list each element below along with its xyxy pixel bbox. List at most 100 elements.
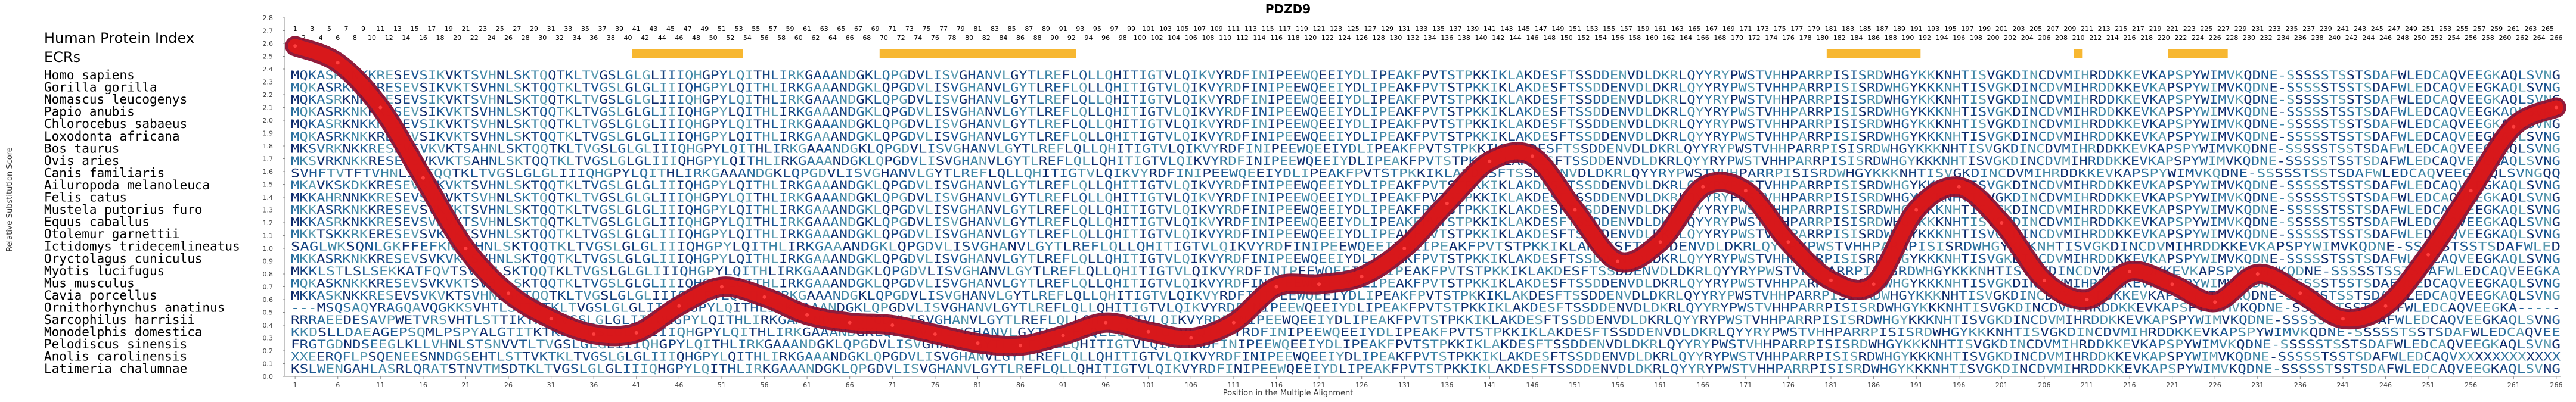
y-tick-label: 0.4 [263, 322, 274, 329]
x-tick-label: 166 [1697, 381, 1709, 389]
position-number: 120 [1304, 34, 1317, 42]
y-tick-label: 1.4 [263, 194, 274, 201]
position-number: 32 [555, 34, 564, 42]
position-number: 31 [547, 25, 555, 33]
position-number: 126 [1355, 34, 1368, 42]
position-number: 164 [1680, 34, 1692, 42]
x-tick-label: 16 [419, 381, 427, 389]
species-label: Equus caballus [44, 215, 150, 229]
x-tick-label: 241 [2336, 381, 2349, 389]
y-tick-label: 2.2 [263, 91, 274, 99]
x-tick-label: 146 [1526, 381, 1538, 389]
position-number: 225 [2200, 25, 2212, 33]
score-point [1573, 208, 1577, 212]
position-number: 217 [2132, 25, 2144, 33]
score-point [2000, 221, 2004, 225]
position-number: 14 [402, 34, 410, 42]
position-number: 30 [538, 34, 547, 42]
ecr-segment [879, 49, 1076, 58]
position-number: 252 [2431, 34, 2443, 42]
y-tick-label: 1.6 [263, 168, 274, 176]
species-label: Mustela putorius furo [44, 202, 203, 217]
x-tick-label: 231 [2251, 381, 2264, 389]
position-number: 56 [761, 34, 769, 42]
position-number: 143 [1501, 25, 1513, 33]
position-number: 219 [2149, 25, 2162, 33]
position-number: 212 [2089, 34, 2102, 42]
x-tick-label: 181 [1825, 381, 1838, 389]
x-tick-label: 136 [1441, 381, 1453, 389]
position-number: 77 [939, 25, 948, 33]
score-point [2426, 253, 2431, 257]
position-number: 175 [1774, 25, 1786, 33]
score-point [1019, 344, 1022, 348]
score-point [1146, 329, 1150, 334]
score-point [1189, 336, 1193, 340]
position-number: 262 [2516, 34, 2528, 42]
position-number: 20 [453, 34, 461, 42]
position-number: 244 [2362, 34, 2375, 42]
position-number: 132 [1407, 34, 1419, 42]
x-tick-label: 176 [1782, 381, 1795, 389]
position-number: 57 [769, 25, 777, 33]
position-number: 236 [2294, 34, 2307, 42]
position-number: 190 [1901, 34, 1914, 42]
species-label: Loxodonta africana [44, 129, 180, 144]
score-point [2085, 298, 2089, 301]
position-number: 8 [353, 34, 357, 42]
position-number: 116 [1270, 34, 1283, 42]
ecr-bar [291, 49, 2561, 58]
position-number: 11 [376, 25, 384, 33]
score-point [1402, 247, 1407, 250]
position-number: 118 [1287, 34, 1300, 42]
species-label: Pelodiscus sinensis [44, 337, 187, 351]
position-number: 191 [1910, 25, 1923, 33]
x-tick-label: 101 [1142, 381, 1154, 389]
position-number: 50 [709, 34, 718, 42]
x-tick-label: 56 [761, 381, 769, 389]
position-number: 79 [957, 25, 965, 33]
score-point [1743, 189, 1748, 193]
position-number: 49 [700, 25, 709, 33]
position-number: 213 [2098, 25, 2111, 33]
position-number: 230 [2243, 34, 2255, 42]
score-point [1104, 320, 1108, 325]
y-tick-label: 0.3 [263, 335, 274, 342]
position-number: 192 [1919, 34, 1931, 42]
x-tick-label: 206 [2038, 381, 2050, 389]
score-point [2298, 291, 2302, 295]
ecr-segment [2074, 49, 2083, 58]
position-number: 119 [1296, 25, 1308, 33]
position-number: 61 [803, 25, 811, 33]
position-number: 90 [1050, 34, 1059, 42]
position-number: 266 [2550, 34, 2562, 42]
position-number: 144 [1509, 34, 1522, 42]
position-number: 155 [1603, 25, 1615, 33]
position-number: 83 [991, 25, 999, 33]
position-number: 71 [888, 25, 896, 33]
score-point [2341, 317, 2345, 321]
position-number: 196 [1953, 34, 1965, 42]
position-number: 35 [581, 25, 589, 33]
position-number: 54 [743, 34, 752, 42]
x-tick-label: 201 [1995, 381, 2008, 389]
position-number: 181 [1825, 25, 1838, 33]
position-number: 27 [513, 25, 521, 33]
y-tick-label: 1.1 [263, 232, 274, 240]
position-number: 249 [2405, 25, 2417, 33]
y-tick-label: 0.6 [263, 296, 274, 304]
species-label: Myotis lucifugus [44, 264, 165, 278]
position-number: 112 [1236, 34, 1249, 42]
x-tick-label: 236 [2294, 381, 2307, 389]
position-number: 94 [1085, 34, 1093, 42]
x-tick-label: 251 [2422, 381, 2435, 389]
position-number: 231 [2251, 25, 2264, 33]
position-number: 206 [2038, 34, 2050, 42]
score-curve [285, 36, 2566, 357]
position-number: 97 [1110, 25, 1118, 33]
